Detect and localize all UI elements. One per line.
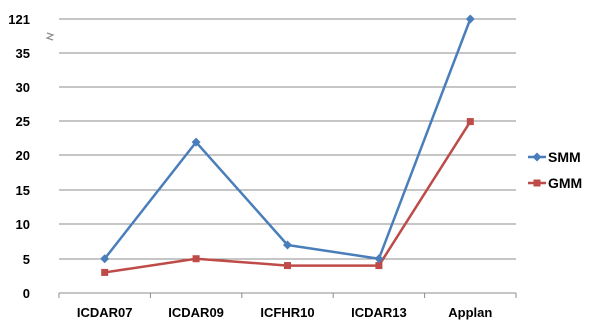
gridlines — [59, 18, 516, 260]
data-point-smm — [532, 152, 542, 162]
y-tick-label: 30 — [16, 80, 30, 95]
data-point-gmm — [192, 255, 200, 263]
data-point-gmm — [466, 118, 474, 126]
x-tick-label: ICDAR09 — [168, 305, 224, 320]
data-point-smm — [191, 137, 201, 147]
data-point-smm — [283, 240, 292, 250]
data-point-gmm — [375, 262, 383, 270]
y-tick-label: 0 — [23, 286, 30, 301]
data-point-gmm — [284, 262, 291, 270]
data-point-smm — [374, 254, 384, 264]
y-tick-label: 5 — [23, 252, 30, 267]
x-tick-label: Applan — [448, 305, 492, 320]
y-tick-label: 35 — [16, 46, 30, 61]
y-tick-label: 121 — [8, 12, 30, 27]
y-tick-label: 25 — [16, 114, 30, 129]
series-line-gmm — [104, 120, 472, 274]
y-axis-ticks: 0 5 10 15 20 25 30 35 121 — [8, 12, 55, 301]
y-tick-label: 10 — [16, 217, 30, 232]
data-point-gmm — [533, 179, 541, 187]
series-group — [100, 14, 475, 276]
series-line-smm — [103, 18, 472, 260]
legend-label-gmm: GMM — [548, 175, 582, 191]
data-point-smm — [465, 14, 475, 24]
x-axis: ICDAR07 ICDAR09 ICFHR10 ICDAR13 Applan — [58, 292, 517, 320]
data-point-gmm — [101, 268, 109, 276]
legend-label-smm: SMM — [548, 149, 581, 165]
x-tick-label: ICFHR10 — [260, 305, 314, 320]
legend: SMM GMM — [528, 149, 582, 191]
data-point-smm — [100, 254, 110, 264]
axis-break-icon — [45, 32, 55, 41]
y-tick-label: 15 — [16, 183, 30, 198]
y-tick-label: 20 — [16, 148, 30, 163]
x-tick-label: ICDAR13 — [351, 305, 407, 320]
x-tick-label: ICDAR07 — [77, 305, 133, 320]
